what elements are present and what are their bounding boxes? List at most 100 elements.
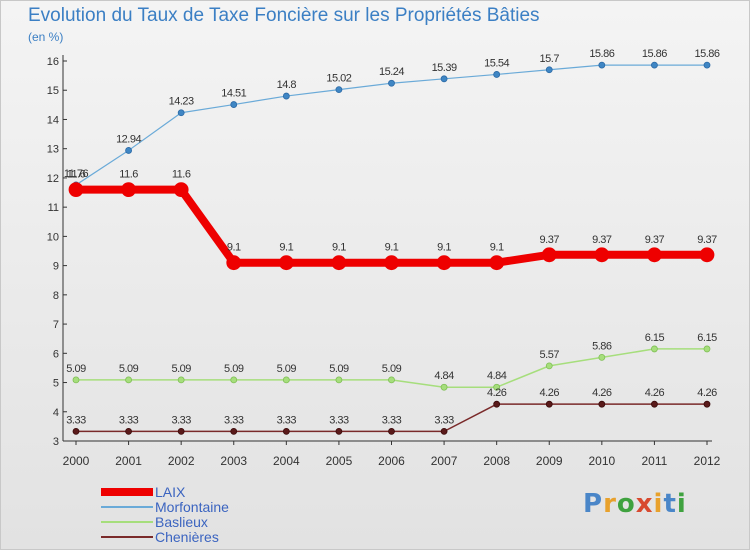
logo-letter: t [663,489,677,519]
data-label-baslieux: 5.09 [277,363,297,375]
y-tick-label: 4 [53,407,59,419]
data-label-laix: 9.1 [490,242,504,254]
y-tick-label: 16 [47,56,59,68]
data-label-baslieux: 5.57 [540,349,560,361]
data-label-laix: 9.1 [332,242,346,254]
data-label-chenires: 4.26 [697,387,717,399]
y-tick-label: 14 [47,114,59,126]
data-point-morfontaine [335,86,343,94]
data-point-laix [278,255,294,271]
data-label-laix: 9.37 [540,234,560,246]
data-point-laix [699,247,715,263]
data-label-laix: 9.37 [697,234,717,246]
legend-swatch-morfontaine [101,506,153,508]
data-label-morfontaine: 14.8 [277,79,297,91]
data-point-baslieux [598,353,606,361]
data-point-chenires [177,427,185,435]
data-label-laix: 11.6 [67,169,86,181]
data-point-baslieux [125,376,132,384]
y-tick-label: 15 [47,85,59,97]
data-label-chenires: 4.26 [645,387,665,399]
data-label-baslieux: 6.15 [645,332,665,344]
data-label-baslieux: 5.09 [224,363,244,375]
y-tick-label: 11 [48,202,59,214]
data-label-chenires: 3.33 [66,414,86,426]
data-label-laix: 11.6 [172,169,191,181]
data-label-baslieux: 5.09 [66,363,86,375]
logo-letter: r [603,489,617,519]
data-label-baslieux: 5.09 [119,363,139,375]
chart-unit: (en %) [28,30,64,44]
x-tick-label: 2008 [483,454,510,468]
y-tick-label: 12 [47,173,59,185]
logo-letter: x [635,489,654,519]
data-label-morfontaine: 15.24 [379,66,404,78]
data-label-morfontaine: 15.86 [589,48,614,60]
data-label-chenires: 3.33 [119,414,139,426]
legend-label-baslieux: Baslieux [155,514,208,530]
y-tick-label: 13 [47,144,59,156]
legend-label-laix: LAIX [155,484,186,500]
data-label-chenires: 3.33 [224,414,244,426]
data-point-chenires [125,427,132,435]
x-tick-label: 2003 [220,454,247,468]
data-label-morfontaine: 15.39 [432,62,457,74]
logo-letter: o [616,489,636,519]
data-point-chenires [703,400,711,408]
data-label-chenires: 3.33 [382,414,402,426]
data-label-laix: 9.37 [592,234,612,246]
data-point-baslieux [177,376,185,384]
y-tick-label: 10 [47,231,59,243]
legend-swatch-laix [101,488,153,496]
x-tick-label: 2011 [642,454,668,468]
data-point-morfontaine [125,147,132,154]
data-point-chenires [388,427,395,435]
data-label-baslieux: 5.09 [382,363,402,375]
y-tick-label: 6 [53,348,59,360]
data-point-baslieux [335,376,343,384]
data-point-baslieux [282,376,290,384]
data-point-baslieux [703,345,711,353]
data-label-baslieux: 4.84 [487,370,507,382]
data-point-morfontaine [493,71,501,78]
data-point-laix [121,182,136,198]
data-point-chenires [598,400,606,408]
data-label-morfontaine: 12.94 [116,133,141,145]
data-label-chenires: 4.26 [540,387,560,399]
proxiti-logo: Proxiti [583,489,687,519]
data-point-baslieux [440,383,448,391]
data-label-morfontaine: 11.76 [64,168,89,180]
data-point-morfontaine [703,61,711,69]
chart-title: Evolution du Taux de Taxe Foncière sur l… [28,5,540,26]
data-label-baslieux: 6.15 [697,332,717,344]
data-point-laix [68,182,84,198]
data-label-chenires: 4.26 [592,387,612,399]
data-label-baslieux: 5.09 [329,363,349,375]
data-point-chenires [72,427,80,435]
y-tick-label: 3 [53,436,59,448]
data-point-morfontaine [598,61,606,69]
data-label-morfontaine: 15.86 [694,48,719,60]
data-label-laix: 9.37 [645,234,665,246]
legend-label-chenires: Chenières [155,529,219,545]
data-label-laix: 11.6 [119,169,138,181]
logo-letter: i [653,489,664,519]
x-tick-label: 2005 [326,454,353,468]
data-point-baslieux [72,376,80,384]
data-point-morfontaine [230,101,238,108]
x-tick-label: 2002 [168,454,195,468]
data-point-chenires [335,427,343,435]
data-label-morfontaine: 14.51 [221,88,246,100]
data-point-morfontaine [440,75,448,83]
data-label-laix: 9.1 [279,242,293,254]
y-tick-label: 7 [53,319,59,331]
data-label-baslieux: 4.84 [434,370,454,382]
data-point-laix [226,255,242,271]
x-tick-label: 2006 [378,454,405,468]
data-point-chenires [545,400,553,408]
data-point-chenires [230,427,238,435]
x-tick-label: 2000 [63,454,90,468]
x-tick-label: 2001 [115,454,142,468]
legend-label-morfontaine: Morfontaine [155,499,229,515]
